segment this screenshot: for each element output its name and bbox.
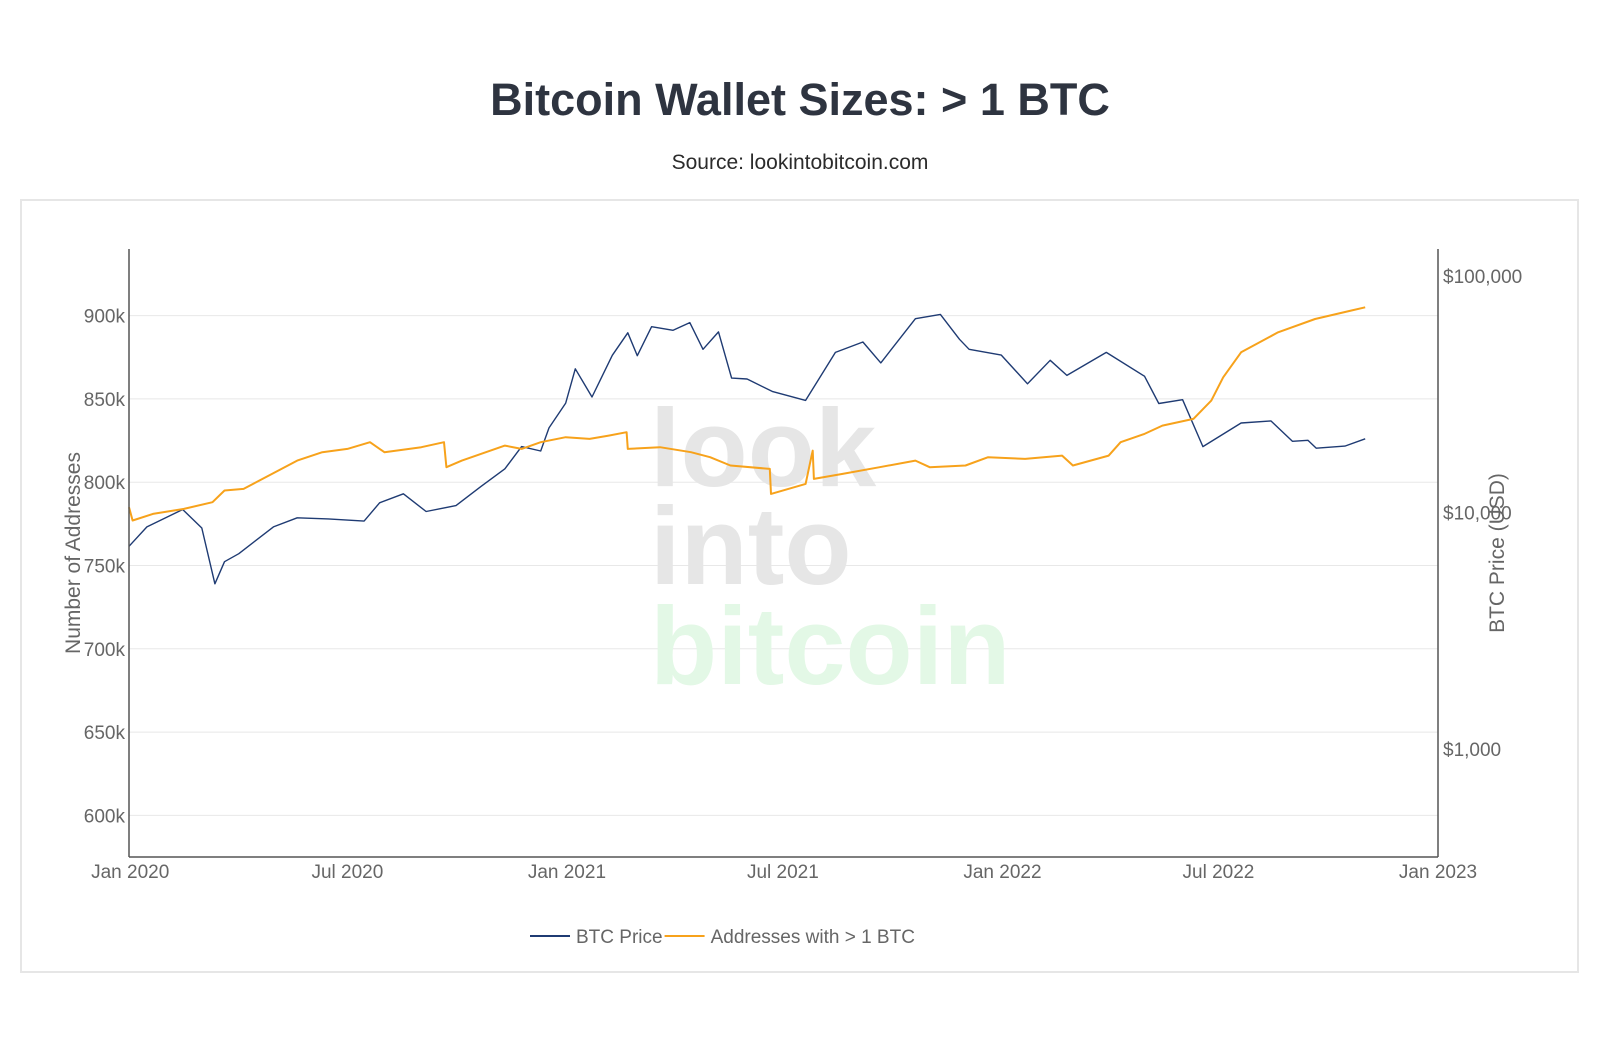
chart-frame — [20, 199, 1579, 973]
legend-label: Addresses with > 1 BTC — [711, 927, 915, 948]
watermark-into: into — [650, 485, 852, 608]
y-tick-label: 800k — [84, 473, 126, 494]
x-tick-label: Jan 2020 — [91, 862, 169, 883]
watermark-bitcoin: bitcoin — [650, 585, 1011, 708]
x-tick-label: Jul 2021 — [747, 862, 819, 883]
y-tick-label: 750k — [84, 556, 126, 577]
legend: BTC Price Addresses with > 1 BTC — [530, 927, 915, 948]
x-tick-label: Jan 2022 — [963, 862, 1041, 883]
watermark-look: look — [650, 387, 877, 510]
x-tick-label: Jul 2022 — [1183, 862, 1255, 883]
y-tick-label: 700k — [84, 640, 126, 661]
chart-title: Bitcoin Wallet Sizes: > 1 BTC — [490, 74, 1110, 125]
gridlines — [129, 315, 1438, 816]
y2-tick-label: $100,000 — [1443, 267, 1522, 288]
x-tick-label: Jan 2023 — [1399, 862, 1477, 883]
chart-subtitle: Source: lookintobitcoin.com — [671, 151, 929, 174]
y-tick-label: 650k — [84, 723, 126, 744]
legend-label: BTC Price — [576, 927, 663, 948]
series-addresses-line — [128, 306, 1366, 522]
x-tick-label: Jan 2021 — [528, 862, 606, 883]
series-btc-price-line — [128, 313, 1366, 585]
x-tick-label: Jul 2020 — [311, 862, 383, 883]
y-axis-label: Number of Addresses — [62, 452, 85, 654]
y2-axis-label: BTC Price (USD) — [1486, 473, 1509, 633]
axes — [128, 249, 1439, 858]
y2-tick-label: $1,000 — [1443, 740, 1501, 761]
series-layer — [128, 306, 1366, 585]
y-tick-label: 900k — [84, 307, 126, 328]
tick-labels: 600k 650k 700k 750k 800k 850k 900k $1,000 $10,00… — [84, 267, 1522, 883]
y-tick-label: 850k — [84, 390, 126, 411]
watermark: look into bitcoin — [650, 387, 1011, 708]
y-tick-label: 600k — [84, 806, 126, 827]
y2-tick-label: $10,000 — [1443, 504, 1512, 525]
